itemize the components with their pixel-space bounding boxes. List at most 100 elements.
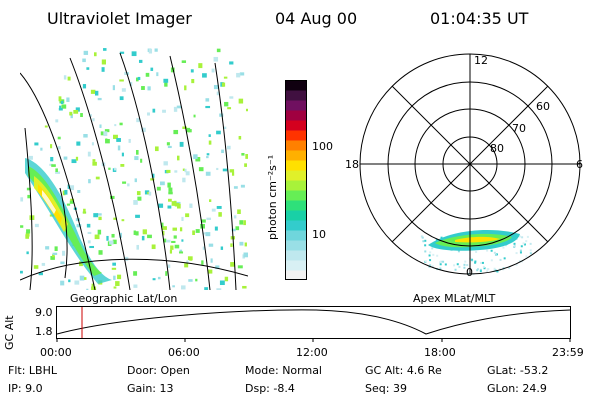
emission-pixel xyxy=(435,238,438,241)
emission-pixel xyxy=(205,232,211,237)
emission-pixel xyxy=(145,72,150,77)
emission-pixel xyxy=(76,224,82,228)
emission-pixel xyxy=(83,50,89,55)
emission-pixel xyxy=(136,118,141,123)
emission-pixel xyxy=(166,239,171,243)
emission-pixel xyxy=(463,266,466,269)
emission-pixel xyxy=(90,89,96,94)
emission-pixel xyxy=(135,231,139,236)
emission-pixel xyxy=(113,134,118,139)
geographic-panel-label: Geographic Lat/Lon xyxy=(70,292,178,305)
emission-pixel xyxy=(52,252,58,255)
emission-pixel xyxy=(474,260,477,263)
emission-pixel xyxy=(431,265,434,268)
status-key: Flt: xyxy=(8,364,26,377)
emission-pixel xyxy=(148,48,153,54)
status-gc-alt: GC Alt: 4.6 Re xyxy=(365,364,442,377)
emission-pixel xyxy=(429,264,432,267)
emission-pixel xyxy=(240,184,245,188)
emission-pixel xyxy=(87,240,91,244)
emission-pixel xyxy=(133,271,138,276)
emission-pixel xyxy=(190,69,194,73)
status-value: Open xyxy=(160,364,190,377)
emission-pixel xyxy=(493,267,496,270)
emission-pixel xyxy=(216,205,222,209)
colorbar-swatch xyxy=(285,90,307,101)
emission-pixel xyxy=(115,281,120,286)
timeline-plot xyxy=(56,306,571,342)
emission-pixel xyxy=(50,144,53,149)
status-gain: Gain: 13 xyxy=(127,382,174,395)
emission-pixel xyxy=(496,270,499,273)
emission-pixel xyxy=(174,170,178,173)
emission-pixel xyxy=(208,243,214,247)
emission-pixel xyxy=(483,267,486,270)
emission-pixel xyxy=(513,242,516,245)
emission-pixel xyxy=(136,244,139,250)
emission-pixel xyxy=(166,169,171,173)
emission-pixel xyxy=(134,178,137,183)
emission-pixel xyxy=(198,63,203,69)
emission-pixel xyxy=(98,250,103,255)
emission-pixel xyxy=(230,243,233,247)
emission-pixel xyxy=(165,271,168,276)
emission-pixel xyxy=(226,145,231,150)
emission-pixel xyxy=(147,234,152,239)
status-key: GLat: xyxy=(487,364,517,377)
emission-pixel xyxy=(168,187,173,192)
emission-pixel xyxy=(86,288,89,290)
emission-pixel xyxy=(124,72,127,75)
emission-pixel xyxy=(54,246,58,251)
emission-pixel xyxy=(522,242,525,245)
image-date: 04 Aug 00 xyxy=(275,9,358,28)
timeline-y-tick-9: 9.0 xyxy=(35,306,53,319)
emission-pixel xyxy=(479,261,482,264)
emission-pixel xyxy=(133,200,138,205)
emission-pixel xyxy=(173,235,177,239)
emission-pixel xyxy=(189,203,193,208)
emission-pixel xyxy=(432,253,435,256)
emission-pixel xyxy=(224,101,229,107)
emission-pixel xyxy=(157,276,161,280)
emission-pixel xyxy=(92,118,95,122)
timeline-y-axis-label: GC Alt xyxy=(3,315,16,350)
emission-pixel xyxy=(114,167,117,171)
status-mode: Mode: Normal xyxy=(245,364,322,377)
emission-pixel xyxy=(185,171,190,176)
emission-pixel xyxy=(431,247,434,250)
emission-pixel xyxy=(429,259,432,262)
emission-pixel xyxy=(97,97,102,101)
emission-pixel xyxy=(204,287,209,290)
emission-pixel xyxy=(129,81,133,86)
geo-aurora-band xyxy=(25,158,112,284)
colorbar-swatch xyxy=(285,220,307,231)
status-value: 24.9 xyxy=(522,382,547,395)
emission-pixel xyxy=(71,159,77,164)
emission-pixel xyxy=(162,226,167,230)
emission-pixel xyxy=(213,56,219,62)
emission-pixel xyxy=(429,251,432,254)
emission-pixel xyxy=(41,262,46,266)
emission-pixel xyxy=(135,214,140,218)
emission-pixel xyxy=(76,141,81,146)
emission-pixel xyxy=(245,108,248,112)
emission-pixel xyxy=(486,249,489,252)
emission-pixel xyxy=(87,151,91,157)
emission-pixel xyxy=(184,263,189,268)
emission-pixel xyxy=(156,186,161,191)
emission-pixel xyxy=(20,197,24,202)
emission-pixel xyxy=(195,157,201,162)
timeline-x-tick-0000: 00:00 xyxy=(40,346,72,359)
emission-pixel xyxy=(67,76,71,81)
emission-pixel xyxy=(104,129,110,133)
emission-pixel xyxy=(119,51,125,54)
emission-pixel xyxy=(94,234,100,240)
emission-pixel xyxy=(69,185,75,191)
emission-pixel xyxy=(119,122,123,126)
emission-pixel xyxy=(63,75,67,80)
emission-pixel xyxy=(119,79,124,82)
status-value: LBHL xyxy=(28,364,57,377)
emission-pixel xyxy=(476,269,479,272)
emission-pixel xyxy=(206,217,212,220)
timeline-x-tick-1200: 12:00 xyxy=(296,346,328,359)
